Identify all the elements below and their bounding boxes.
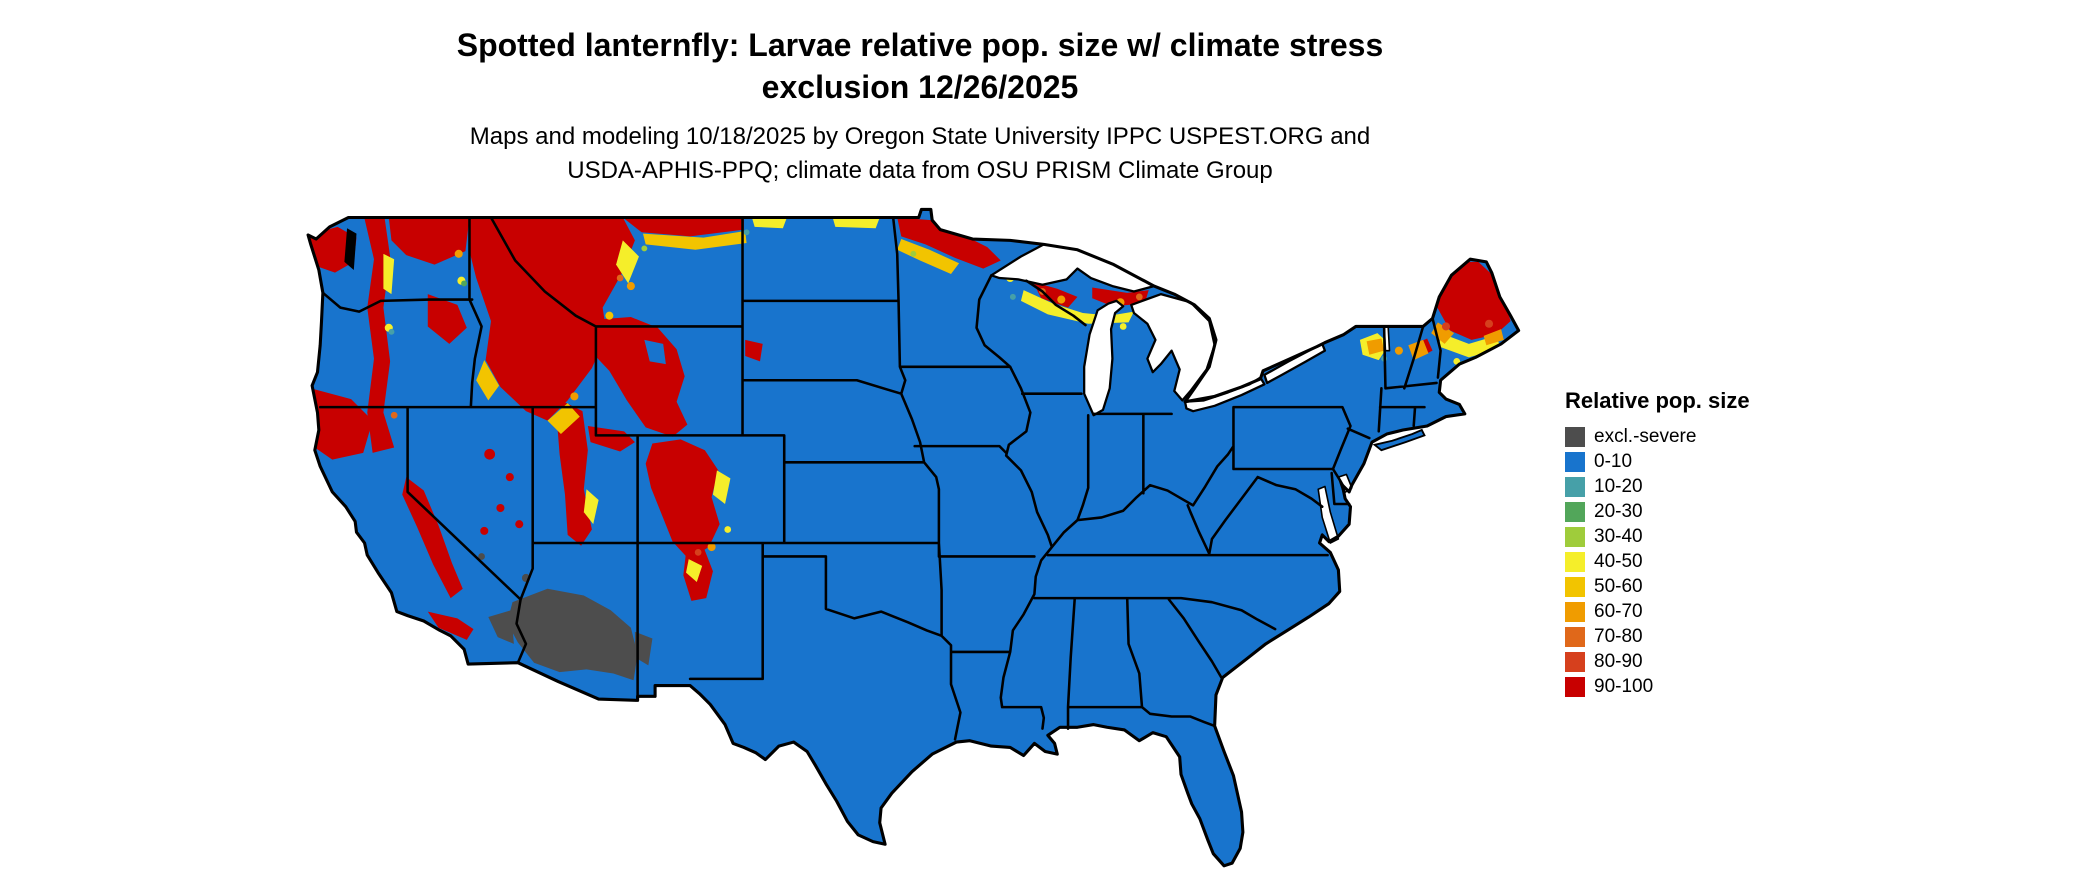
us-risk-map (300, 200, 1524, 886)
legend-swatch (1565, 501, 1585, 522)
legend-item: 50-60 (1565, 574, 1865, 599)
legend-swatch (1565, 601, 1585, 622)
legend-item: 0-10 (1565, 449, 1865, 474)
legend-swatch (1565, 551, 1585, 572)
legend-title: Relative pop. size (1565, 388, 1750, 413)
risk-overlay (308, 217, 1511, 681)
legend-swatch (1565, 526, 1585, 547)
map-title-line1: Spotted lanternfly: Larvae relative pop.… (456, 27, 1384, 63)
lake-huron (1130, 293, 1216, 402)
legend-item: excl.-severe (1565, 424, 1865, 449)
land-outline (306, 207, 1521, 868)
state-borders (318, 216, 1442, 741)
legend-item: 30-40 (1565, 524, 1865, 549)
legend-items: excl.-severe 0-10 10-20 20-30 30-40 40-50 50-6… (1565, 424, 1865, 699)
legend-swatch (1565, 576, 1585, 597)
legend-item: 80-90 (1565, 649, 1865, 674)
land-base (308, 209, 1519, 866)
legend-swatch (1565, 651, 1585, 672)
legend-swatch (1565, 476, 1585, 497)
map-title-line2: exclusion 12/26/2025 (761, 69, 1079, 105)
legend-label: 10-20 (1594, 476, 1643, 497)
legend-swatch (1565, 426, 1585, 447)
legend-item: 20-30 (1565, 499, 1865, 524)
legend-swatch (1565, 451, 1585, 472)
legend-label: 30-40 (1594, 526, 1643, 547)
legend-item: 70-80 (1565, 624, 1865, 649)
legend-item: 10-20 (1565, 474, 1865, 499)
map-subtitle-line1: Maps and modeling 10/18/2025 by Oregon S… (469, 123, 1371, 150)
map-title: Spotted lanternfly: Larvae relative pop.… (0, 24, 1840, 108)
puget-sound (344, 228, 357, 270)
chesapeake-bay (1317, 485, 1340, 544)
legend-item: 90-100 (1565, 674, 1865, 699)
legend: Relative pop. size excl.-severe 0-10 10-20… (1565, 388, 1865, 699)
legend-label: 0-10 (1594, 451, 1633, 472)
legend-item: 40-50 (1565, 549, 1865, 574)
legend-label: 80-90 (1594, 651, 1643, 672)
legend-item: 60-70 (1565, 599, 1865, 624)
legend-label: 20-30 (1594, 501, 1643, 522)
legend-label: excl.-severe (1594, 426, 1697, 447)
map-subtitle-line2: USDA-APHIS-PPQ; climate data from OSU PR… (567, 157, 1273, 184)
legend-swatch (1565, 676, 1585, 697)
legend-label: 40-50 (1594, 551, 1643, 572)
us-map-svg (306, 207, 1521, 868)
legend-label: 90-100 (1594, 676, 1654, 697)
overlay-excluded (478, 553, 653, 681)
map-subtitle: Maps and modeling 10/18/2025 by Oregon S… (0, 120, 1840, 188)
legend-label: 50-60 (1594, 576, 1643, 597)
land (308, 209, 1519, 866)
legend-swatch (1565, 626, 1585, 647)
lake-michigan (1083, 299, 1125, 417)
legend-label: 70-80 (1594, 626, 1643, 647)
long-island (1372, 428, 1426, 452)
legend-label: 60-70 (1594, 601, 1643, 622)
